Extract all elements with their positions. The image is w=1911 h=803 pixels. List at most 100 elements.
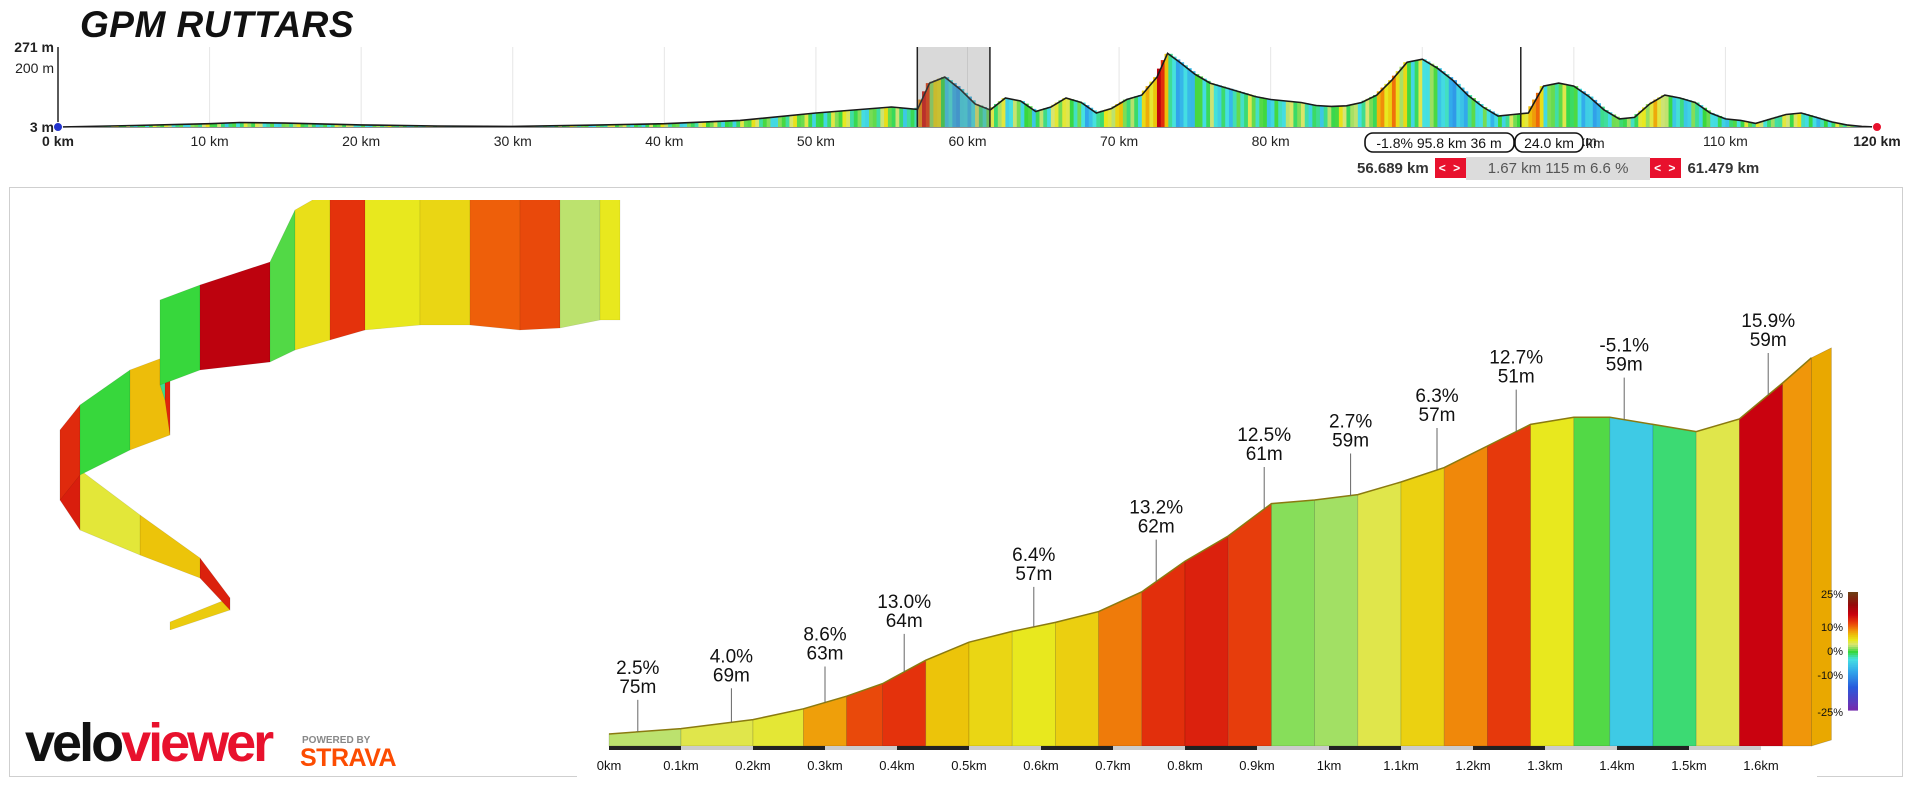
overview-profile-slice bbox=[186, 124, 192, 127]
overview-profile-slice bbox=[1369, 96, 1374, 127]
climb-annotation-length: 57m bbox=[1419, 405, 1456, 426]
overview-profile-slice bbox=[1039, 109, 1044, 127]
overview-profile-slice bbox=[1846, 124, 1852, 127]
climb-x-tick-label: 0.3km bbox=[807, 758, 842, 773]
overview-profile-slice bbox=[232, 122, 237, 127]
overview-profile-slice bbox=[1096, 111, 1101, 127]
overview-profile-slice bbox=[1395, 71, 1401, 127]
selection-start-arrows[interactable]: < > bbox=[1434, 158, 1467, 178]
overview-profile-slice bbox=[721, 121, 726, 127]
overview-profile-slice bbox=[311, 123, 317, 127]
legend-label: 0% bbox=[1827, 646, 1843, 658]
overview-profile-slice bbox=[1786, 114, 1791, 127]
overview-profile-slice bbox=[1107, 108, 1113, 127]
overview-profile-slice bbox=[1789, 113, 1795, 127]
veloviewer-logo: veloviewer bbox=[25, 712, 274, 774]
overview-profile-slice bbox=[205, 123, 211, 127]
ribbon-segment bbox=[294, 200, 331, 351]
overview-profile-slice bbox=[929, 81, 934, 127]
overview-profile-slice bbox=[1300, 102, 1306, 127]
climb-x-tick-label: 1.5km bbox=[1671, 758, 1706, 773]
overview-profile-slice bbox=[952, 83, 957, 127]
elevation-overview-chart[interactable]: 0 km 10 km 20 km 30 km 40 km 50 km 60 km 70 km 8… bbox=[0, 0, 1911, 160]
route-3d-ribbon[interactable] bbox=[20, 200, 780, 630]
overview-profile-slice bbox=[1645, 104, 1651, 127]
overview-profile-slice bbox=[1452, 80, 1457, 127]
legend-color-step bbox=[1848, 672, 1858, 676]
climb-x-tick-label: 0.9km bbox=[1239, 758, 1274, 773]
overview-profile-slice bbox=[156, 124, 161, 127]
overview-profile-slice bbox=[1084, 105, 1090, 127]
climb-axis-dash bbox=[897, 746, 969, 750]
overview-profile-slice bbox=[1736, 120, 1742, 127]
overview-profile-slice bbox=[1570, 85, 1575, 127]
legend-color-step bbox=[1848, 678, 1858, 682]
legend-label: 10% bbox=[1821, 622, 1843, 634]
overview-profile-slice bbox=[383, 125, 389, 127]
overview-profile-slice bbox=[994, 104, 999, 127]
overview-profile-slice bbox=[1361, 100, 1367, 127]
overview-profile-slice bbox=[148, 125, 154, 127]
legend-color-step bbox=[1848, 649, 1858, 652]
climb-segment bbox=[1271, 499, 1315, 747]
legend-color-step bbox=[1848, 639, 1858, 642]
legend-color-step bbox=[1848, 692, 1858, 695]
overview-profile-slice bbox=[1486, 109, 1492, 127]
legend-color-step bbox=[1848, 706, 1858, 709]
overview-profile-slice bbox=[1418, 59, 1423, 127]
climb-segment bbox=[1184, 535, 1229, 747]
legend-color-step bbox=[1848, 615, 1858, 619]
overview-profile-slice bbox=[963, 92, 969, 127]
overview-profile-slice bbox=[1198, 76, 1204, 127]
overview-profile-slice bbox=[717, 121, 722, 127]
overview-profile-slice bbox=[831, 111, 836, 127]
overview-profile-slice bbox=[1221, 86, 1226, 127]
climb-segment bbox=[1400, 467, 1445, 747]
overview-profile-slice bbox=[971, 100, 976, 127]
overview-profile-slice bbox=[656, 123, 662, 127]
ribbon-segment bbox=[559, 200, 601, 329]
overview-profile-slice bbox=[793, 114, 798, 127]
overview-profile-slice bbox=[1494, 113, 1499, 127]
overview-profile-slice bbox=[1005, 98, 1010, 127]
overview-profile-slice bbox=[762, 117, 768, 127]
legend-color-step bbox=[1848, 625, 1858, 628]
overview-profile-slice bbox=[376, 125, 381, 127]
overview-profile-slice bbox=[1251, 95, 1257, 127]
overview-profile-slice bbox=[1562, 83, 1567, 127]
overview-profile-slice bbox=[698, 122, 703, 127]
overview-profile-slice bbox=[1266, 98, 1272, 127]
overview-profile-slice bbox=[1554, 83, 1560, 127]
overview-profile-slice bbox=[346, 124, 351, 127]
climb-segment bbox=[1141, 560, 1186, 747]
climb-axis-dash bbox=[1329, 746, 1401, 750]
selection-end-arrows[interactable]: < > bbox=[1650, 158, 1682, 178]
overview-profile-slice bbox=[1009, 98, 1014, 127]
ribbon-segment bbox=[469, 200, 521, 331]
overview-profile-slice bbox=[956, 86, 961, 127]
climb-annotation-grade: 2.7% bbox=[1329, 412, 1372, 433]
overview-profile-slice bbox=[1391, 75, 1397, 127]
overview-selection-window[interactable] bbox=[917, 47, 990, 127]
finish-marker bbox=[1872, 122, 1882, 132]
overview-profile-slice bbox=[895, 107, 900, 127]
overview-profile-slice bbox=[1077, 101, 1082, 127]
overview-profile-slice bbox=[584, 125, 590, 127]
overview-profile-slice bbox=[1399, 66, 1404, 127]
overview-profile-slice bbox=[1179, 62, 1185, 128]
climb-segment bbox=[968, 630, 1013, 747]
legend-color-step bbox=[1848, 656, 1858, 660]
overview-profile-slice bbox=[1372, 95, 1378, 127]
selection-bar: 56.689 km < > 1.67 km 115 m 6.6 % < > 61… bbox=[1351, 156, 1765, 180]
overview-profile-slice bbox=[982, 107, 988, 127]
overview-profile-slice bbox=[1558, 83, 1564, 127]
overview-profile-slice bbox=[190, 124, 196, 127]
overview-profile-slice bbox=[1236, 90, 1241, 127]
overview-profile-slice bbox=[1505, 114, 1511, 127]
overview-profile-slice bbox=[660, 123, 665, 127]
selection-start: 56.689 km bbox=[1357, 159, 1429, 177]
overview-profile-slice bbox=[1664, 95, 1670, 127]
climb-segment bbox=[1011, 621, 1056, 747]
overview-profile-slice bbox=[1657, 97, 1662, 127]
